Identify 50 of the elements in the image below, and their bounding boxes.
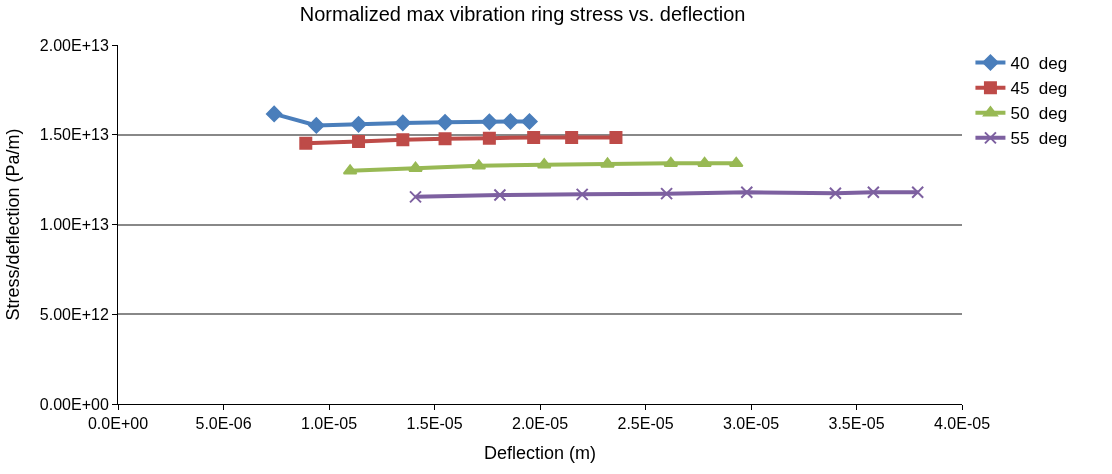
point xyxy=(609,130,623,144)
legend-label: 50 deg xyxy=(1010,104,1068,124)
x-tick-label: 3.5E-05 xyxy=(828,415,885,433)
x-tick-label: 1.5E-05 xyxy=(406,415,463,433)
point xyxy=(350,116,367,133)
point xyxy=(728,156,744,168)
point xyxy=(660,187,674,201)
point xyxy=(663,156,679,168)
point xyxy=(740,185,754,199)
point xyxy=(481,113,498,130)
point xyxy=(600,157,615,168)
point xyxy=(408,161,423,172)
legend-label: 40 deg xyxy=(1010,54,1068,74)
point xyxy=(308,117,325,134)
point xyxy=(409,190,423,204)
y-tick-label: 1.50E+13 xyxy=(39,126,109,144)
point xyxy=(396,133,410,147)
point xyxy=(565,130,579,144)
point xyxy=(436,114,454,131)
point xyxy=(502,113,519,130)
legend-label: 45 deg xyxy=(1010,79,1068,99)
y-tick-label: 5.00E+12 xyxy=(39,305,109,323)
x-tick-label: 5.0E-06 xyxy=(195,415,252,433)
x-tick-label: 1.0E-05 xyxy=(300,415,358,433)
legend-label: 55 deg xyxy=(1010,129,1068,149)
y-tick-label: 0.00E+00 xyxy=(39,395,109,413)
y-tick-label: 1.00E+13 xyxy=(39,216,109,234)
point xyxy=(299,136,313,150)
x-tick-label: 3.0E-05 xyxy=(722,415,780,433)
point xyxy=(866,185,880,199)
x-tick-label: 2.5E-05 xyxy=(617,415,674,433)
point xyxy=(527,130,541,144)
point xyxy=(911,185,925,199)
point xyxy=(493,188,507,202)
x-axis-title: Deflection (m) xyxy=(483,443,597,464)
x-tick-label: 4.0E-05 xyxy=(933,415,991,433)
point xyxy=(482,131,496,145)
point xyxy=(828,186,842,200)
point xyxy=(265,105,283,123)
x-tick-label: 2.0E-05 xyxy=(511,415,569,433)
point xyxy=(697,156,712,168)
x-tick-label: 0.0E+00 xyxy=(87,415,149,433)
y-axis-title: Stress/deflection (Pa/m) xyxy=(3,128,24,321)
y-tick-label: 2.00E+13 xyxy=(39,36,109,54)
point xyxy=(575,187,589,201)
point xyxy=(394,114,411,132)
chart-title: Normalized max vibration ring stress vs. deflection xyxy=(299,3,746,26)
point xyxy=(438,132,452,146)
point xyxy=(521,113,538,130)
point xyxy=(352,135,366,149)
